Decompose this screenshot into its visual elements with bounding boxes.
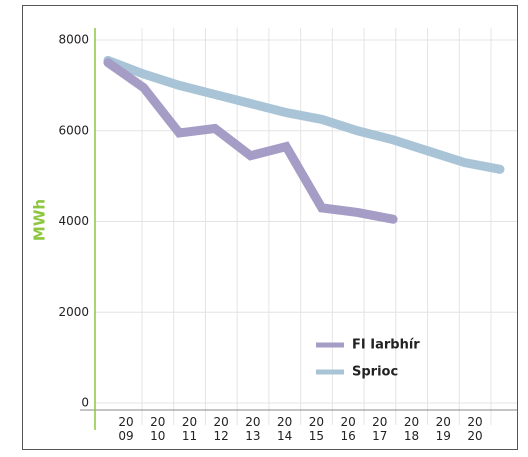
x-tick-label: 20 14 — [277, 415, 292, 443]
y-tick-label: 8000 — [58, 33, 89, 47]
x-tick-label: 20 13 — [245, 415, 260, 443]
x-tick-line: 20 — [277, 415, 292, 429]
series-line — [103, 58, 398, 224]
x-tick-line: 20 — [467, 415, 482, 429]
x-tick-label: 20 15 — [309, 415, 324, 443]
x-tick-label: 20 19 — [436, 415, 451, 443]
x-tick-line: 15 — [309, 429, 324, 443]
x-tick-line: 14 — [277, 429, 292, 443]
x-tick-line: 20 — [214, 415, 229, 429]
x-tick-line: 10 — [150, 429, 165, 443]
x-tick-label: 20 09 — [118, 415, 133, 443]
y-tick-label: 0 — [81, 396, 89, 410]
x-tick-line: 19 — [436, 429, 451, 443]
x-tick-label: 20 11 — [182, 415, 197, 443]
x-tick-line: 20 — [118, 415, 133, 429]
x-tick-line: 20 — [436, 415, 451, 429]
x-tick-line: 20 — [340, 415, 355, 429]
series-line — [103, 55, 505, 174]
x-tick-line: 20 — [309, 415, 324, 429]
x-tick-label: 20 10 — [150, 415, 165, 443]
x-tick-label: 20 16 — [340, 415, 355, 443]
legend-label: FI Iarbhír — [352, 338, 420, 353]
x-tick-label: 20 12 — [214, 415, 229, 443]
legend-label: Sprioc — [352, 365, 398, 380]
x-tick-line: 20 — [372, 415, 387, 429]
x-tick-line: 09 — [118, 429, 133, 443]
x-tick-line: 11 — [182, 429, 197, 443]
y-tick-label: 4000 — [58, 214, 89, 228]
x-tick-line: 17 — [372, 429, 387, 443]
x-tick-line: 13 — [245, 429, 260, 443]
x-tick-label: 20 17 — [372, 415, 387, 443]
x-tick-label: 20 20 — [467, 415, 482, 443]
x-tick-line: 20 — [182, 415, 197, 429]
x-tick-line: 18 — [404, 429, 419, 443]
y-tick-label: 6000 — [58, 123, 89, 137]
x-tick-line: 16 — [340, 429, 355, 443]
x-tick-line: 12 — [214, 429, 229, 443]
x-tick-line: 20 — [404, 415, 419, 429]
y-tick-label: 2000 — [58, 305, 89, 319]
x-tick-line: 20 — [467, 429, 482, 443]
y-axis-label: MWh — [31, 199, 49, 241]
x-tick-label: 20 18 — [404, 415, 419, 443]
x-tick-line: 20 — [245, 415, 260, 429]
x-tick-line: 20 — [150, 415, 165, 429]
frame — [22, 5, 518, 450]
